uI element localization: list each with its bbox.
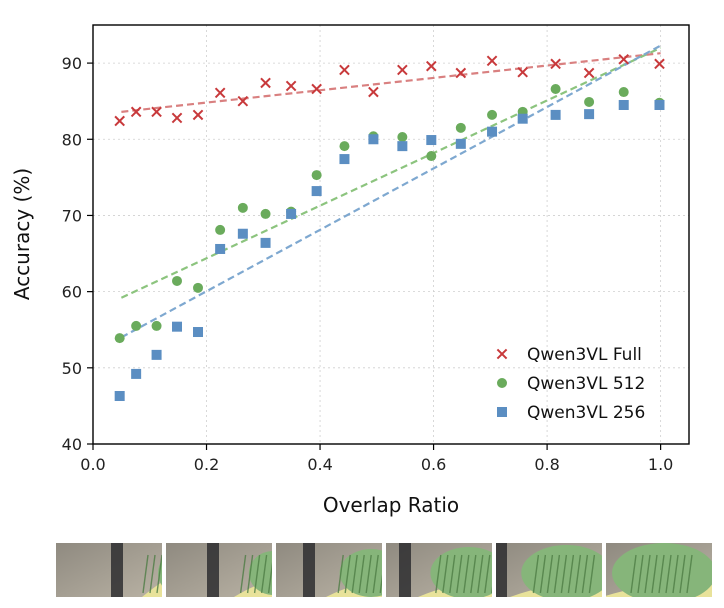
data-point-series-3 [339, 154, 350, 165]
data-point-series-2 [260, 208, 271, 219]
data-point-series-3 [114, 391, 125, 402]
data-point-series-2 [426, 151, 437, 162]
data-point-series-1 [425, 60, 437, 72]
data-point-series-1 [517, 66, 528, 78]
data-point-series-3 [618, 99, 629, 110]
data-point-series-3 [517, 113, 528, 124]
chart: 0.0 0.2 0.4 0.6 0.8 1.0 40 50 60 70 80 90 Overlap … [10, 24, 690, 517]
data-point-series-2 [114, 333, 125, 344]
data-point-series-3 [215, 243, 226, 254]
trend-line-3 [120, 44, 662, 339]
data-point-series-1 [455, 67, 467, 79]
legend-label: Qwen3VL 512 [527, 374, 645, 394]
y-tick-label: 70 [62, 206, 82, 225]
data-point-series-2 [339, 141, 350, 152]
data-point-series-2 [193, 282, 204, 293]
data-point-series-3 [172, 321, 183, 332]
data-point-series-3 [455, 138, 466, 149]
thumbnail-crop-5 [496, 543, 602, 597]
data-point-series-1 [260, 77, 271, 89]
x-axis-label: Overlap Ratio [323, 493, 459, 517]
data-point-series-1 [550, 58, 561, 70]
data-point-series-3 [426, 135, 437, 146]
data-point-series-2 [397, 131, 408, 142]
legend-label: Qwen3VL 256 [527, 403, 645, 423]
data-point-series-1 [339, 64, 350, 76]
thumbnail-crop-3 [276, 543, 382, 597]
data-points [114, 53, 665, 402]
x-tick-label: 0.6 [421, 455, 446, 474]
y-tick-label: 80 [62, 130, 82, 149]
legend: Qwen3VL Full Qwen3VL 512 Qwen3VL 256 [496, 345, 645, 423]
legend-marker-2 [497, 378, 507, 388]
data-point-series-3 [151, 349, 162, 360]
data-point-series-3 [654, 99, 665, 110]
thumbnail-crop-2 [166, 543, 272, 597]
data-point-series-1 [654, 58, 665, 70]
data-point-series-3 [584, 109, 595, 120]
data-point-series-3 [286, 208, 297, 219]
y-axis-ticks: 40 50 60 70 80 90 [62, 54, 93, 454]
data-point-series-3 [260, 237, 271, 248]
data-point-series-2 [618, 87, 629, 98]
y-axis-label: Accuracy (%) [10, 168, 34, 300]
data-point-series-3 [397, 141, 408, 152]
data-point-series-2 [151, 320, 162, 331]
data-point-series-1 [285, 80, 297, 92]
data-point-series-1 [618, 53, 630, 65]
data-point-series-2 [131, 320, 142, 331]
legend-label: Qwen3VL Full [527, 345, 642, 365]
data-point-series-3 [237, 228, 248, 239]
data-point-series-3 [550, 109, 561, 120]
x-tick-label: 0.2 [194, 455, 219, 474]
plot-frame [92, 24, 690, 445]
data-point-series-1 [311, 83, 322, 95]
y-tick-label: 90 [62, 54, 82, 73]
data-point-series-2 [172, 275, 183, 286]
data-point-series-2 [455, 122, 466, 133]
y-tick-label: 50 [62, 359, 82, 378]
data-point-series-1 [171, 112, 183, 124]
data-point-series-1 [237, 95, 249, 107]
x-tick-label: 0.0 [80, 455, 105, 474]
data-point-series-1 [192, 109, 204, 121]
thumbnail-crop-1 [56, 543, 162, 597]
data-point-series-3 [131, 368, 142, 379]
y-tick-label: 40 [62, 435, 82, 454]
legend-marker-1 [496, 348, 508, 360]
y-tick-label: 60 [62, 283, 82, 302]
data-point-series-2 [311, 170, 322, 181]
data-point-series-1 [214, 87, 226, 99]
trend-lines [120, 44, 662, 339]
data-point-series-2 [237, 202, 248, 213]
data-point-series-1 [130, 106, 142, 118]
data-point-series-3 [193, 327, 204, 338]
legend-marker-3 [497, 407, 507, 417]
thumbnail-crop-4 [386, 543, 492, 597]
data-point-series-3 [487, 126, 498, 137]
trend-line-1 [121, 52, 661, 113]
data-point-series-1 [583, 67, 595, 79]
data-point-series-1 [368, 86, 379, 98]
data-point-series-1 [151, 106, 162, 118]
data-point-series-2 [584, 96, 595, 107]
data-point-series-3 [368, 134, 379, 145]
data-point-series-2 [550, 83, 561, 94]
data-point-series-2 [487, 109, 498, 120]
data-point-series-1 [397, 64, 408, 76]
overlap-thumbnails [56, 543, 716, 597]
x-tick-label: 0.8 [534, 455, 559, 474]
data-point-series-1 [114, 115, 125, 127]
x-axis-ticks: 0.0 0.2 0.4 0.6 0.8 1.0 [80, 444, 673, 474]
data-point-series-3 [311, 186, 322, 197]
trend-line-2 [120, 46, 662, 299]
x-tick-label: 0.4 [307, 455, 332, 474]
x-tick-label: 1.0 [648, 455, 673, 474]
thumbnail-crop-6 [606, 543, 712, 597]
data-point-series-1 [486, 55, 498, 67]
data-point-series-2 [215, 224, 226, 235]
